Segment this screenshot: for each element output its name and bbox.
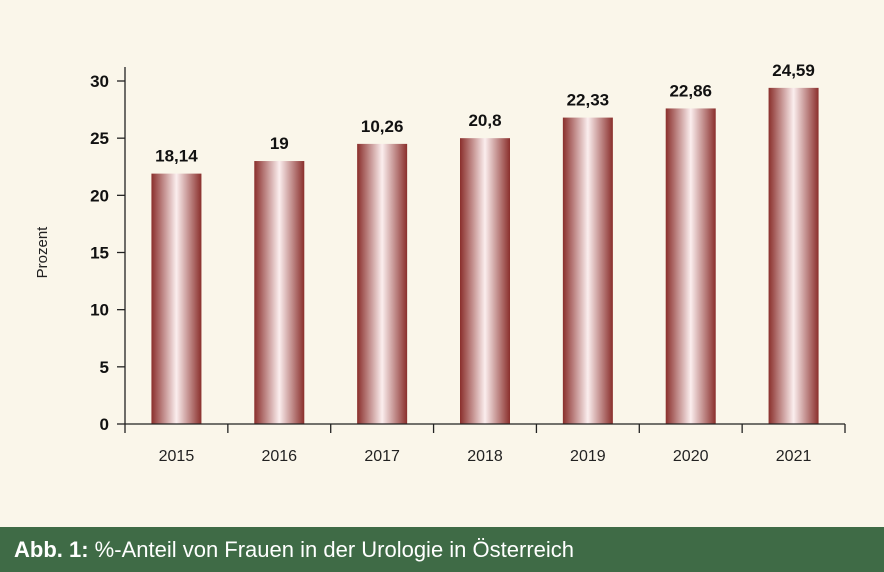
bar-2020 [665,108,716,424]
bar-2018 [460,138,510,424]
bar-2016 [254,161,305,425]
x-tick-label-2020: 2020 [673,448,709,465]
x-tick-label-2018: 2018 [467,448,503,465]
x-tick-label-2021: 2021 [776,448,812,465]
x-tick-label-2017: 2017 [364,448,400,465]
bar-chart: 18,14201519201610,26201720,8201822,33201… [34,61,846,465]
x-tick-label-2015: 2015 [159,448,195,465]
data-label-2021: 24,59 [772,61,815,80]
x-tick-label-2016: 2016 [261,448,297,465]
caption-label: Abb. 1: [14,537,89,562]
y-tick-label-0: 0 [100,415,109,434]
bar-2015 [151,173,202,424]
data-label-2017: 10,26 [361,117,404,136]
figure-caption: Abb. 1: %-Anteil von Frauen in der Urolo… [0,527,884,572]
data-label-2015: 18,14 [155,147,198,166]
bar-2019 [562,117,613,424]
y-tick-label-10: 10 [90,301,109,320]
bar-2021 [768,87,819,425]
caption-text: %-Anteil von Frauen in der Urologie in Ö… [88,537,575,562]
y-tick-label-20: 20 [90,186,109,205]
x-tick-label-2019: 2019 [570,448,606,465]
y-tick-label-15: 15 [90,244,109,263]
data-label-2018: 20,8 [468,111,501,130]
y-tick-label-5: 5 [100,358,109,377]
y-tick-label-25: 25 [90,129,109,148]
data-label-2020: 22,86 [669,81,712,100]
bar-2017 [357,143,408,424]
y-axis-label: Prozent [34,226,51,279]
data-label-2019: 22,33 [567,91,610,110]
y-tick-label-30: 30 [90,72,109,91]
data-label-2016: 19 [270,134,289,153]
